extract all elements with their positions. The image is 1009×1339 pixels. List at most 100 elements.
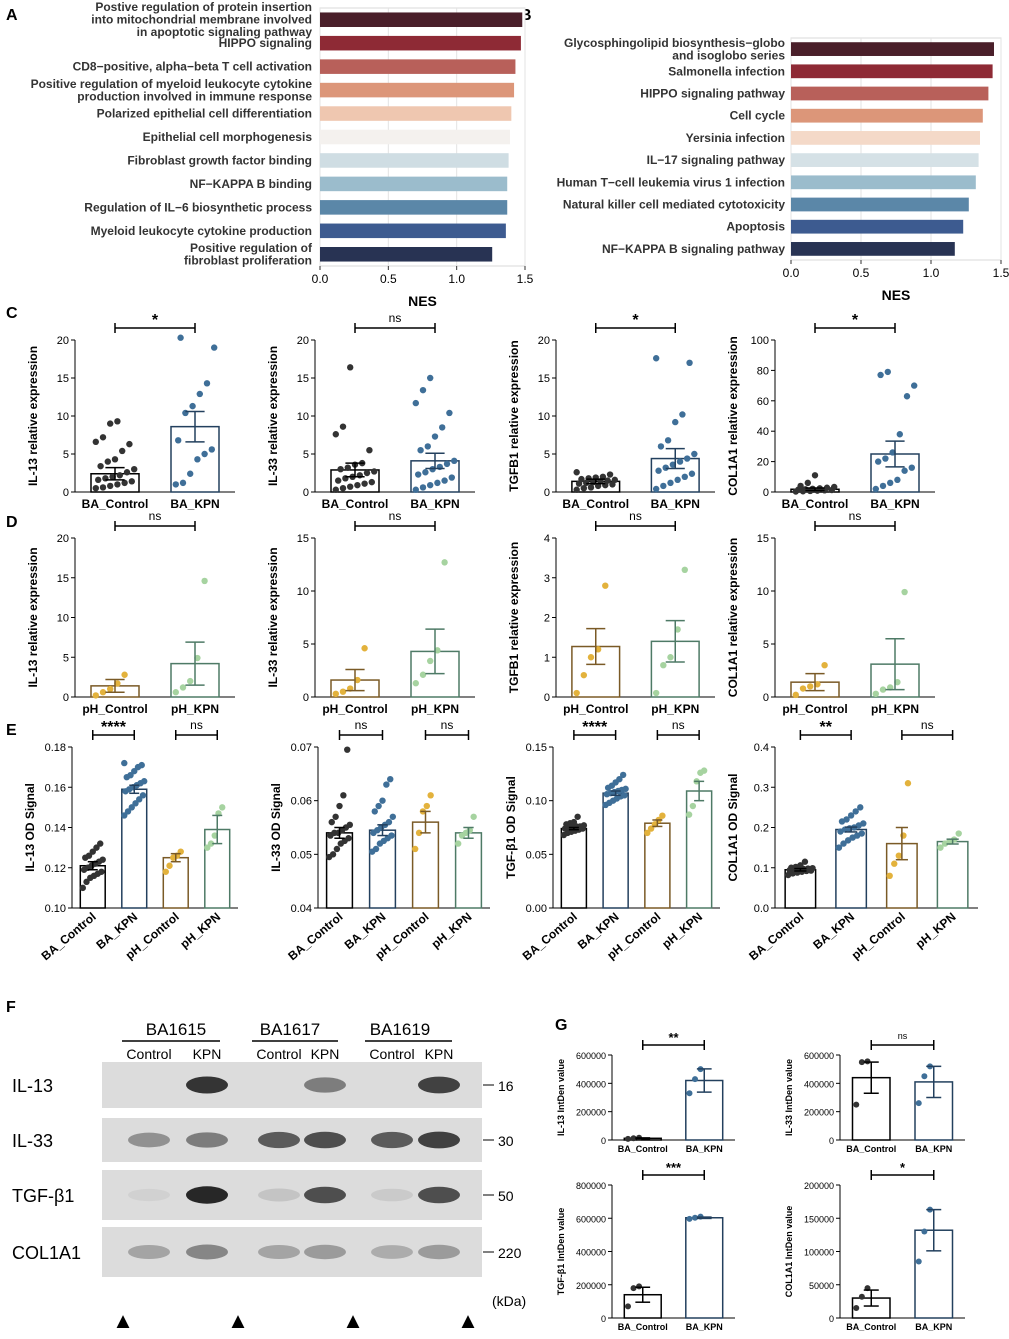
data-point — [446, 409, 453, 417]
nes-bar — [320, 129, 510, 145]
category-label: BA_Control — [39, 910, 99, 964]
category-label: BA_Control — [618, 1322, 668, 1332]
y-axis-title: IL-13 relative expression — [26, 547, 40, 687]
y-tick-label: 20 — [538, 335, 550, 347]
chart-g1: 0 200000 400000 600000 IL-13 IntDen value BA_… — [556, 1030, 735, 1154]
data-point — [329, 851, 337, 858]
panel-letter-d: D — [6, 514, 18, 531]
data-point — [669, 461, 677, 468]
term-label: Natural killer cell mediated cytotoxicit… — [563, 198, 785, 212]
data-point — [179, 479, 187, 487]
chart-d4: 0 5 10 15 COL1A1 relative expression pH_Contr… — [726, 509, 935, 716]
term-label: into mitochondrial membrane involved — [91, 13, 312, 27]
data-point — [427, 792, 434, 799]
sample-label: BA1619 — [370, 1020, 431, 1039]
data-point — [162, 868, 169, 875]
data-point — [622, 785, 629, 793]
y-tick-label: 15 — [757, 533, 769, 545]
chart-c2: 0 5 10 15 20 IL-33 relative expression BA_Cont… — [266, 311, 475, 511]
protein-label: IL-13 — [12, 1076, 53, 1096]
data-point — [872, 690, 879, 698]
data-point — [611, 476, 619, 484]
data-point — [573, 689, 580, 697]
category-label: BA_Control — [82, 497, 149, 511]
y-tick-label: 5 — [63, 449, 69, 461]
y-tick-label: 0.07 — [291, 742, 312, 754]
y-tick-label: 400000 — [576, 1248, 606, 1258]
x-tick-label: 1.0 — [448, 272, 465, 286]
data-point — [937, 844, 944, 851]
protein-band — [128, 1188, 170, 1202]
data-point — [424, 443, 431, 450]
data-point — [89, 848, 96, 855]
data-point — [333, 845, 341, 853]
data-point — [891, 860, 898, 867]
data-point — [114, 481, 121, 488]
data-point — [630, 1285, 637, 1292]
data-point — [131, 466, 138, 473]
category-label: pH_Control — [849, 910, 908, 963]
category-label: pH_KPN — [429, 910, 475, 952]
y-tick-label: 800000 — [576, 1181, 606, 1191]
data-point — [371, 468, 378, 475]
data-point — [104, 458, 112, 465]
y-axis-title: IL-33 relative expression — [266, 547, 280, 687]
data-point — [417, 447, 424, 454]
data-point — [172, 481, 179, 488]
y-tick-label: 15 — [538, 373, 550, 385]
x-axis-title: NES — [882, 287, 911, 303]
category-label: pH_KPN — [177, 910, 223, 952]
category-label: BA_KPN — [686, 1322, 723, 1332]
term-label: Epithelial cell morphogenesis — [143, 130, 313, 144]
data-point — [901, 588, 908, 596]
data-point — [804, 479, 811, 487]
data-point — [127, 771, 134, 779]
data-point — [124, 808, 132, 815]
protein-band — [371, 1245, 413, 1259]
data-point — [412, 399, 419, 407]
data-point — [692, 1214, 699, 1221]
protein-band — [418, 1131, 460, 1149]
data-point — [166, 862, 173, 869]
data-point — [573, 469, 580, 476]
y-tick-label: 1 — [544, 652, 550, 664]
y-tick-label: 400000 — [576, 1079, 606, 1089]
data-point — [344, 746, 351, 753]
chart-e3: 0.00 0.05 0.10 0.15 TGF-β1 OD Signal BA_Contr… — [504, 718, 720, 963]
chart-d1: 0 5 10 15 20 IL-13 relative expression pH_Cont… — [26, 509, 235, 716]
category-label: BA_Control — [782, 497, 849, 511]
data-point — [657, 443, 665, 450]
data-point — [831, 483, 838, 491]
category-label: BA_Control — [562, 497, 629, 511]
y-tick-label: 0.15 — [526, 742, 547, 754]
y-tick-label: 5 — [303, 639, 309, 651]
data-point — [689, 802, 697, 810]
term-label: CD8−positive, alpha−beta T cell activati… — [73, 60, 312, 74]
y-tick-label: 80 — [757, 365, 769, 377]
y-tick-label: 5 — [544, 449, 550, 461]
y-tick-label: 10 — [57, 411, 69, 423]
data-point — [179, 684, 187, 691]
y-axis-title: IL-13 relative expression — [26, 346, 40, 486]
data-point — [903, 393, 911, 400]
data-point — [97, 840, 104, 847]
data-point — [604, 477, 611, 484]
data-point — [685, 811, 693, 818]
y-tick-label: 0 — [829, 1314, 834, 1324]
data-point — [422, 469, 429, 476]
protein-band — [128, 1132, 170, 1148]
data-point — [877, 371, 884, 379]
data-point — [797, 482, 804, 490]
y-tick-label: 600000 — [576, 1214, 606, 1224]
data-point — [636, 1283, 643, 1290]
data-point — [879, 686, 887, 693]
category-label: BA_KPN — [651, 497, 700, 511]
data-point — [840, 840, 847, 847]
data-point — [92, 485, 100, 492]
data-point — [123, 469, 131, 476]
data-point — [896, 431, 903, 438]
y-tick-label: 0 — [601, 1314, 606, 1324]
data-point — [692, 1076, 699, 1083]
data-point — [419, 484, 427, 491]
protein-band — [371, 1188, 413, 1202]
